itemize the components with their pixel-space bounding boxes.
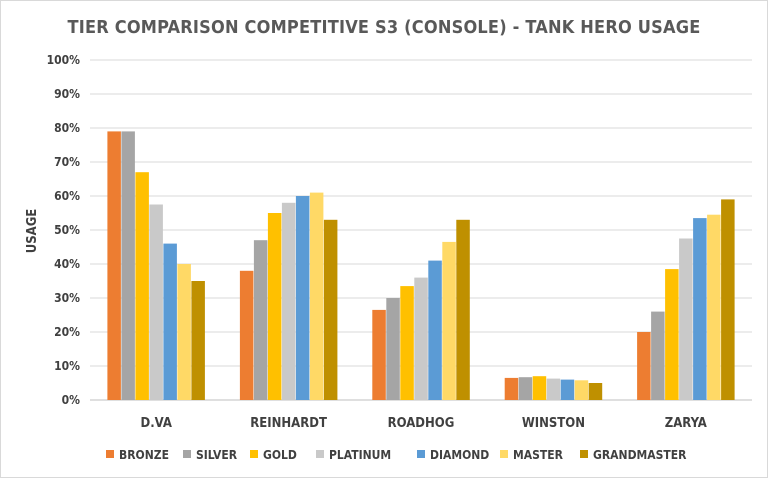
bar-master-zarya	[707, 214, 721, 400]
bar-grandmaster-roadhog	[456, 219, 470, 400]
legend-label-bronze: BRONZE	[119, 448, 169, 462]
legend-swatch-master	[500, 450, 508, 458]
y-tick-label: 60%	[54, 189, 80, 203]
bar-grandmaster-winston	[588, 383, 603, 400]
x-tick-label: WINSTON	[522, 416, 585, 431]
bar-master-roadhog	[442, 241, 456, 400]
bar-bronze-roadhog	[372, 309, 386, 400]
bar-diamond-dva	[163, 243, 177, 400]
y-tick-labels: 0% 10% 20% 30% 40% 50% 60% 70% 80% 90% 100%	[47, 53, 81, 407]
bar-diamond-zarya	[693, 218, 707, 400]
bar-silver-winston	[518, 377, 533, 400]
y-tick-label: 80%	[54, 121, 80, 135]
bar-bronze-winston	[504, 377, 519, 400]
x-tick-label: ROADHOG	[388, 416, 455, 431]
bar-platinum-roadhog	[414, 277, 428, 400]
legend-label-silver: SILVER	[196, 448, 238, 462]
bar-silver-dva	[121, 131, 135, 400]
legend-swatch-platinum	[316, 450, 324, 458]
bar-bronze-reinhardt	[239, 270, 254, 400]
bar-platinum-zarya	[679, 238, 693, 400]
y-tick-label: 30%	[54, 291, 80, 305]
y-tick-label: 70%	[54, 155, 80, 169]
legend-swatch-grandmaster	[580, 450, 588, 458]
y-tick-label: 90%	[54, 87, 80, 101]
bar-silver-roadhog	[386, 298, 400, 400]
bar-master-winston	[574, 380, 589, 400]
x-tick-label: D.VA	[141, 416, 172, 431]
legend-label-diamond: DIAMOND	[430, 448, 489, 462]
bar-grandmaster-zarya	[721, 199, 735, 400]
legend-swatch-silver	[183, 450, 191, 458]
bar-platinum-winston	[546, 378, 561, 400]
bar-bronze-zarya	[637, 332, 651, 400]
y-tick-label: 20%	[54, 325, 80, 339]
bar-diamond-roadhog	[428, 260, 442, 400]
legend-label-grandmaster: GRANDMASTER	[593, 448, 687, 462]
y-axis-label: USAGE	[25, 209, 40, 254]
legend-label-gold: GOLD	[263, 448, 297, 462]
legend-label-platinum: PLATINUM	[329, 448, 391, 462]
y-tick-label: 100%	[47, 53, 81, 67]
bar-master-reinhardt	[309, 192, 324, 400]
bar-gold-roadhog	[400, 286, 414, 400]
legend-swatch-gold	[250, 450, 258, 458]
bar-grandmaster-dva	[191, 281, 205, 400]
y-tick-label: 10%	[54, 359, 80, 373]
x-tick-label: ZARYA	[665, 416, 707, 431]
y-tick-label: 50%	[54, 223, 80, 237]
bar-diamond-reinhardt	[295, 196, 310, 400]
legend-swatch-bronze	[106, 450, 114, 458]
legend-label-master: MASTER	[513, 448, 564, 462]
bar-silver-reinhardt	[253, 240, 268, 400]
legend: BRONZE SILVER GOLD PLATINUM DIAMOND MASTER GRA…	[106, 448, 687, 462]
bar-master-dva	[177, 264, 191, 400]
bar-gold-dva	[135, 172, 149, 400]
bar-gold-reinhardt	[267, 213, 282, 400]
bar-gold-winston	[532, 376, 547, 400]
bar-grandmaster-reinhardt	[323, 219, 338, 400]
legend-swatch-diamond	[417, 450, 425, 458]
bar-gold-zarya	[665, 269, 679, 400]
bars	[107, 131, 735, 400]
y-tick-label: 40%	[54, 257, 80, 271]
bar-bronze-dva	[107, 131, 121, 400]
x-tick-label: REINHARDT	[250, 416, 327, 431]
y-tick-label: 0%	[62, 393, 81, 407]
chart-title: TIER COMPARISON COMPETITIVE S3 (CONSOLE)…	[68, 17, 701, 38]
x-tick-labels: D.VA REINHARDT ROADHOG WINSTON ZARYA	[141, 416, 707, 431]
bar-diamond-winston	[560, 379, 575, 400]
bar-platinum-dva	[149, 204, 163, 400]
bar-platinum-reinhardt	[281, 202, 296, 400]
bar-silver-zarya	[651, 311, 665, 400]
